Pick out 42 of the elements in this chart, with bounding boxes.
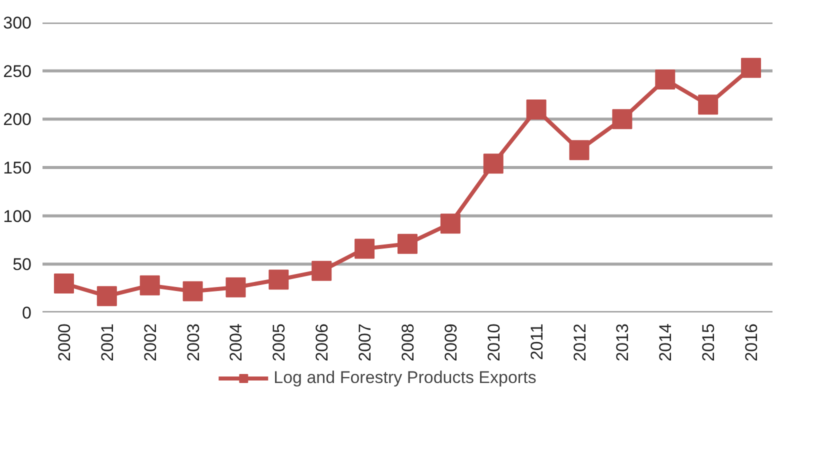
point (226, 277, 246, 298)
x-tick-label: 2010 (484, 323, 504, 362)
point (140, 275, 160, 296)
x-tick-label: 2006 (312, 323, 332, 362)
x-tick-label: 2016 (742, 323, 762, 362)
x-tick-label: 2003 (184, 323, 203, 362)
legend-label: Log and Forestry Products Exports (274, 368, 536, 388)
point (655, 70, 676, 90)
x-tick-label: 2011 (527, 323, 546, 360)
point (312, 260, 332, 281)
x-tick-label: 2002 (140, 323, 160, 362)
x-tick-label: 2008 (398, 323, 418, 362)
point (398, 234, 418, 254)
point (698, 94, 718, 115)
x-tick-label: 2015 (699, 323, 718, 362)
point (54, 274, 74, 294)
y-tick-label: 200 (3, 110, 32, 130)
x-tick-label: 2000 (54, 323, 74, 362)
point (526, 100, 546, 120)
y-tick-label: 250 (3, 62, 32, 81)
point (354, 238, 375, 259)
y-tick-label: 50 (12, 255, 32, 274)
x-tick-label: 2009 (441, 323, 460, 362)
y-tick-label: 100 (3, 206, 32, 226)
point (182, 281, 203, 302)
x-tick-label: 2004 (226, 323, 246, 362)
x-tick-label: 2014 (656, 323, 676, 362)
point (96, 286, 117, 306)
x-tick-label: 2007 (356, 323, 375, 362)
y-tick-label: 300 (3, 14, 32, 32)
point (741, 58, 762, 78)
x-tick-label: 2001 (98, 323, 117, 362)
x-tick-label: 2013 (613, 323, 632, 362)
point (569, 140, 590, 160)
point (268, 270, 289, 290)
y-tick-label: 150 (3, 158, 32, 178)
x-tick-label: 2012 (570, 323, 590, 362)
x-tick-label: 2005 (270, 323, 289, 362)
point (612, 109, 632, 130)
y-tick-label: 0 (22, 304, 32, 322)
point (440, 214, 460, 234)
point (483, 154, 504, 174)
